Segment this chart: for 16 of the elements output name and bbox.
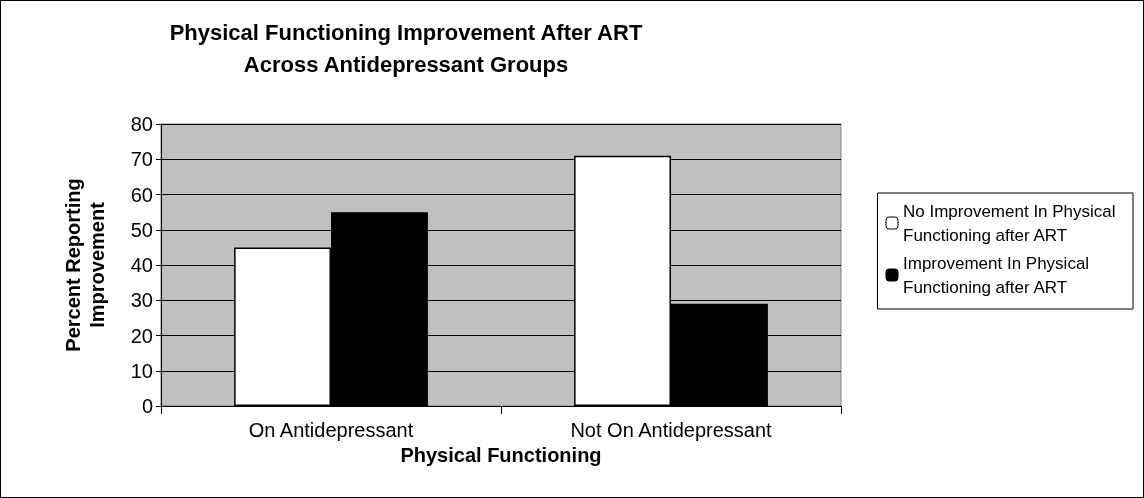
chart-title: Physical Functioning Improvement After ART Across Antidepressant Groups	[169, 19, 643, 77]
x-tick-label: On Antidepressant	[248, 419, 414, 441]
y-tick-label: 50	[130, 218, 153, 241]
y-tick-label: 30	[130, 289, 153, 312]
legend-label: Improvement In Physical Functioning after ART	[903, 253, 1094, 297]
x-axis-title: Physical Functioning	[400, 443, 602, 466]
y-tick-label: 10	[130, 359, 153, 382]
y-tick-label: 0	[141, 395, 153, 417]
y-tick-label: 20	[130, 324, 153, 347]
y-tick-label: 70	[130, 148, 153, 171]
y-axis-title: Percent Reporting Improvement	[62, 178, 108, 352]
y-tick-label: 60	[130, 183, 153, 206]
x-tick-label: Not On Antidepressant	[570, 419, 773, 441]
legend-label: No Improvement In Physical Functioning after ART	[903, 201, 1121, 245]
y-tick-label: 40	[130, 254, 153, 276]
y-tick-label: 80	[130, 113, 153, 135]
